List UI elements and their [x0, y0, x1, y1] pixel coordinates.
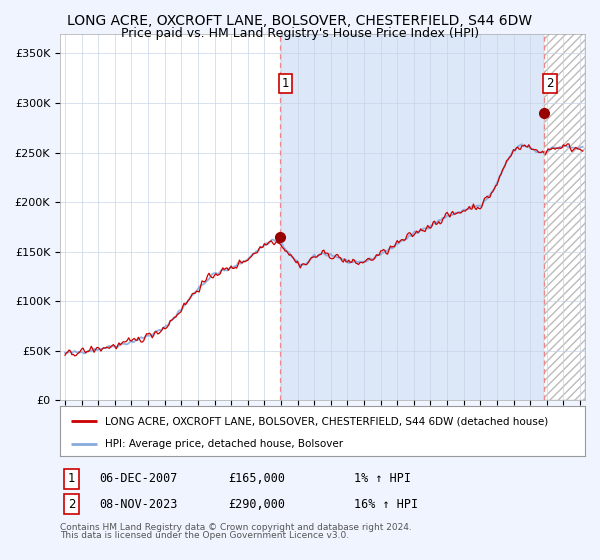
Bar: [280, 34, 544, 400]
Text: £165,000: £165,000: [228, 472, 285, 485]
Text: £290,000: £290,000: [228, 498, 285, 511]
Text: 2: 2: [547, 77, 554, 90]
Text: LONG ACRE, OXCROFT LANE, BOLSOVER, CHESTERFIELD, S44 6DW (detached house): LONG ACRE, OXCROFT LANE, BOLSOVER, CHEST…: [104, 416, 548, 426]
Text: Price paid vs. HM Land Registry's House Price Index (HPI): Price paid vs. HM Land Registry's House …: [121, 27, 479, 40]
Text: 1: 1: [68, 472, 76, 485]
Text: HPI: Average price, detached house, Bolsover: HPI: Average price, detached house, Bols…: [104, 439, 343, 449]
Bar: [544, 34, 585, 400]
Text: LONG ACRE, OXCROFT LANE, BOLSOVER, CHESTERFIELD, S44 6DW: LONG ACRE, OXCROFT LANE, BOLSOVER, CHEST…: [67, 14, 533, 28]
Text: 06-DEC-2007: 06-DEC-2007: [100, 472, 178, 485]
Text: 16% ↑ HPI: 16% ↑ HPI: [354, 498, 418, 511]
Text: 08-NOV-2023: 08-NOV-2023: [100, 498, 178, 511]
Text: This data is licensed under the Open Government Licence v3.0.: This data is licensed under the Open Gov…: [60, 531, 349, 540]
Bar: [544, 34, 585, 400]
Text: Contains HM Land Registry data © Crown copyright and database right 2024.: Contains HM Land Registry data © Crown c…: [60, 522, 412, 531]
Text: 1: 1: [282, 77, 289, 90]
Text: 2: 2: [68, 498, 76, 511]
Text: 1% ↑ HPI: 1% ↑ HPI: [354, 472, 411, 485]
